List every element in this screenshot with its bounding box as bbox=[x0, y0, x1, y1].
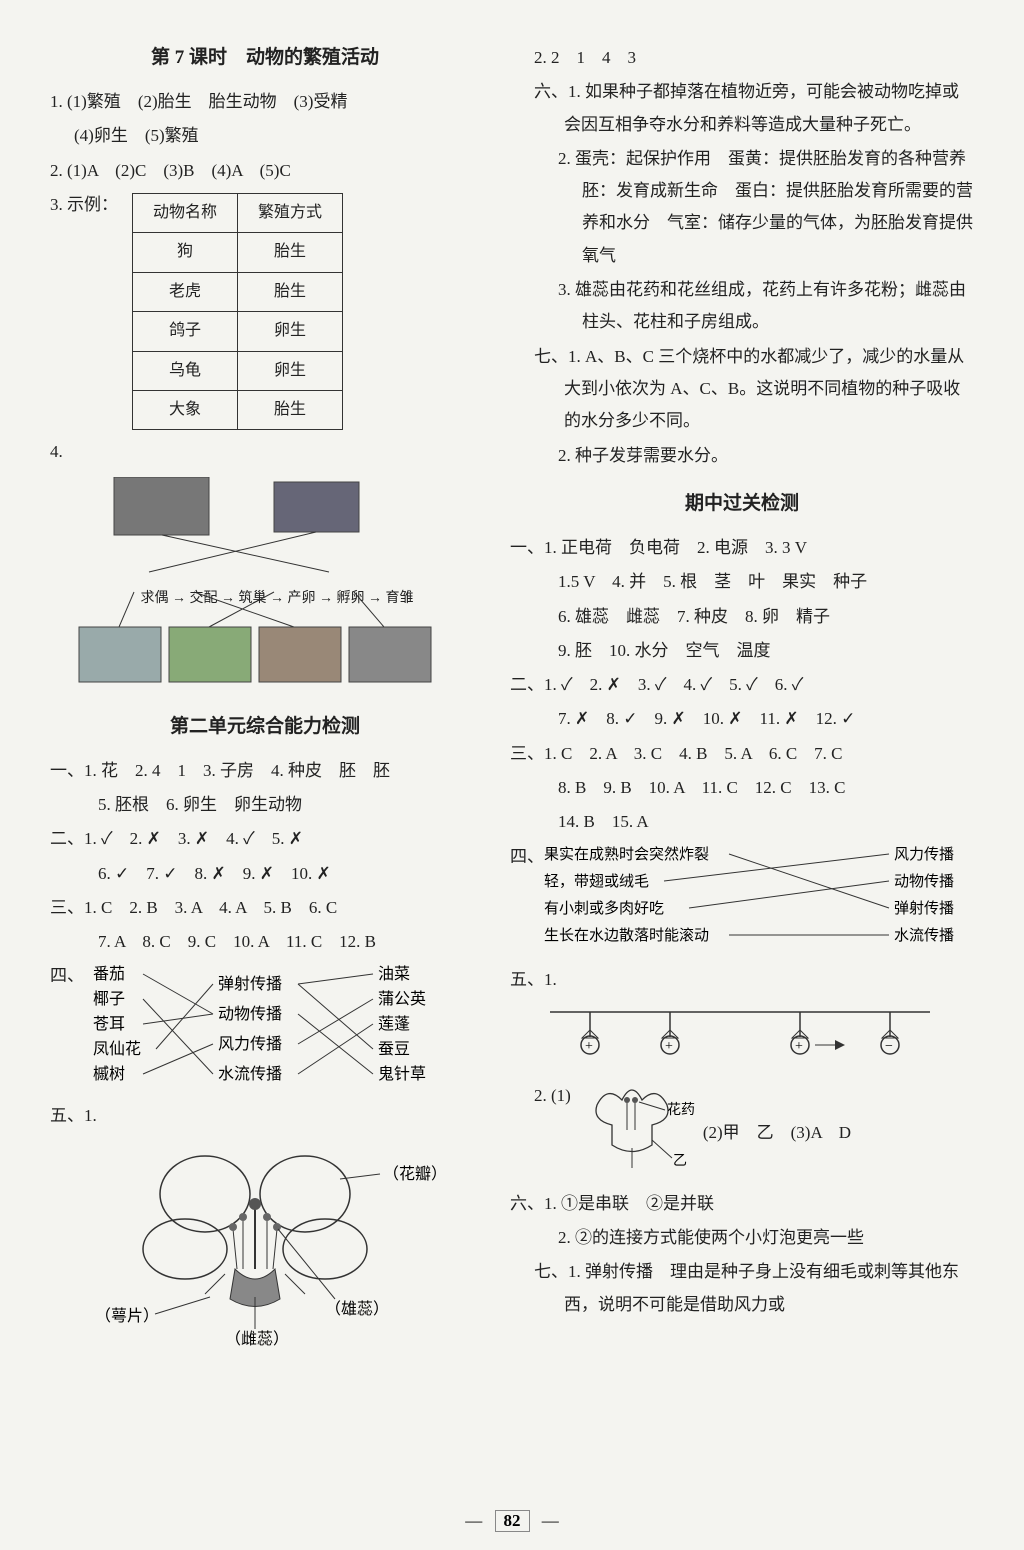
svg-text:风力传播: 风力传播 bbox=[894, 846, 954, 863]
animal-table: 动物名称繁殖方式 狗胎生 老虎胎生 鸽子卵生 乌龟卵生 大象胎生 bbox=[132, 193, 343, 430]
m1c: 6. 雄蕊 雌蕊 7. 种皮 8. 卵 精子 bbox=[510, 601, 974, 633]
m1b: 1.5 V 4. 并 5. 根 茎 叶 果实 种子 bbox=[510, 566, 974, 598]
u2-3a: 三、1. C 2. B 3. A 4. A 5. B 6. C bbox=[50, 892, 480, 924]
m1a: 一、1. 正电荷 负电荷 2. 电源 3. 3 V bbox=[510, 532, 974, 564]
r-7-2: 2. 种子发芽需要水分。 bbox=[510, 440, 974, 472]
svg-text:鬼针草: 鬼针草 bbox=[378, 1065, 426, 1083]
flower-diagram: （花瓣） （萼片） （雄蕊） （雌蕊） bbox=[50, 1139, 480, 1360]
m3a: 三、1. C 2. A 3. C 4. B 5. A 6. C 7. C bbox=[510, 738, 974, 770]
m3b: 8. B 9. B 10. A 11. C 12. C 13. C bbox=[510, 772, 974, 804]
r-6-1: 六、1. 如果种子都掉落在植物近旁，可能会被动物吃掉或会因互相争夺水分和养料等造… bbox=[510, 76, 974, 141]
svg-text:（雌蕊）: （雌蕊） bbox=[225, 1330, 289, 1348]
q2: 2. (1)A (2)C (3)B (4)A (5)C bbox=[50, 155, 480, 187]
u2-1a: 一、1. 花 2. 4 1 3. 子房 4. 种皮 胚 胚 bbox=[50, 755, 480, 787]
svg-text:有小刺或多肉好吃: 有小刺或多肉好吃 bbox=[544, 900, 664, 917]
m7-1: 七、1. 弹射传播 理由是种子身上没有细毛或刺等其他东西，说明不可能是借助风力或 bbox=[510, 1256, 974, 1321]
right-column: 2. 2 1 4 3 六、1. 如果种子都掉落在植物近旁，可能会被动物吃掉或会因… bbox=[510, 40, 974, 1490]
m5-2-label: 2. (1) bbox=[534, 1080, 571, 1112]
svg-text:油菜: 油菜 bbox=[378, 965, 410, 983]
svg-text:水流传播: 水流传播 bbox=[894, 927, 954, 944]
m4-label: 四、 bbox=[510, 841, 544, 873]
u2-2b: 6. ✓ 7. ✓ 8. ✗ 9. ✗ 10. ✗ bbox=[50, 858, 480, 890]
svg-text:槭树: 槭树 bbox=[93, 1065, 125, 1083]
m1d: 9. 胚 10. 水分 空气 温度 bbox=[510, 635, 974, 667]
svg-text:+: + bbox=[585, 1039, 593, 1054]
q1-line1: 1. (1)繁殖 (2)胎生 胎生动物 (3)受精 bbox=[50, 86, 480, 118]
m4-match: 果实在成熟时会突然炸裂 轻，带翅或绒毛 有小刺或多肉好吃 生长在水边散落时能滚动… bbox=[544, 841, 974, 962]
q3-label: 3. 示例： bbox=[50, 189, 118, 221]
svg-text:水流传播: 水流传播 bbox=[218, 1065, 282, 1083]
svg-text:果实在成熟时会突然炸裂: 果实在成熟时会突然炸裂 bbox=[544, 846, 709, 863]
svg-text:花药: 花药 bbox=[667, 1102, 695, 1118]
u2-5-label: 五、1. bbox=[50, 1100, 480, 1132]
page-number: — 82 — bbox=[0, 1510, 1024, 1532]
svg-text:莲蓬: 莲蓬 bbox=[378, 1015, 410, 1033]
unit2-title: 第二单元综合能力检测 bbox=[50, 709, 480, 745]
q1-line2: (4)卵生 (5)繁殖 bbox=[50, 120, 480, 152]
m6-1: 六、1. ①是串联 ②是并联 bbox=[510, 1188, 974, 1220]
svg-text:弹射传播: 弹射传播 bbox=[218, 975, 282, 993]
svg-text:动物传播: 动物传播 bbox=[894, 873, 954, 890]
r-top: 2. 2 1 4 3 bbox=[510, 42, 974, 74]
th-method: 繁殖方式 bbox=[238, 193, 343, 232]
r-6-2: 2. 蛋壳：起保护作用 蛋黄：提供胚胎发育的各种营养 胚：发育成新生命 蛋白：提… bbox=[510, 143, 974, 272]
svg-text:（花瓣）: （花瓣） bbox=[383, 1165, 445, 1183]
q4-label: 4. bbox=[50, 436, 480, 468]
svg-text:动物传播: 动物传播 bbox=[218, 1005, 282, 1023]
u2-4-label: 四、 bbox=[50, 960, 84, 992]
match-diagram-4: 番茄 椰子 苍耳 凤仙花 槭树 弹射传播 动物传播 风力传播 水流传播 油菜 蒲… bbox=[88, 964, 468, 1094]
th-name: 动物名称 bbox=[133, 193, 238, 232]
svg-text:风力传播: 风力传播 bbox=[218, 1035, 282, 1053]
left-column: 第 7 课时 动物的繁殖活动 1. (1)繁殖 (2)胎生 胎生动物 (3)受精… bbox=[50, 40, 480, 1490]
m2b: 7. ✗ 8. ✓ 9. ✗ 10. ✗ 11. ✗ 12. ✓ bbox=[510, 703, 974, 735]
m5-2b: (2)甲 乙 (3)A D bbox=[703, 1117, 851, 1149]
svg-text:生长在水边散落时能滚动: 生长在水边散落时能滚动 bbox=[544, 927, 709, 944]
q4-diagram: 求偶 → 交配 → 筑巢 → 产卵 → 孵卵 → 育雏 bbox=[74, 477, 480, 613]
m5-label: 五、1. bbox=[510, 964, 974, 996]
svg-text:弹射传播: 弹射传播 bbox=[894, 900, 954, 917]
m6-2: 2. ②的连接方式能使两个小灯泡更亮一些 bbox=[510, 1222, 974, 1254]
u2-3b: 7. A 8. C 9. C 10. A 11. C 12. B bbox=[50, 926, 480, 958]
u2-1b: 5. 胚根 6. 卵生 卵生动物 bbox=[50, 789, 480, 821]
svg-text:番茄: 番茄 bbox=[93, 965, 125, 983]
svg-text:乙: 乙 bbox=[673, 1153, 687, 1169]
svg-text:蒲公英: 蒲公英 bbox=[378, 990, 426, 1008]
svg-text:（雄蕊）: （雄蕊） bbox=[325, 1300, 389, 1318]
mid-title: 期中过关检测 bbox=[510, 486, 974, 522]
svg-text:+: + bbox=[665, 1039, 673, 1054]
circuit-diagram: + + + − bbox=[540, 1002, 974, 1073]
lesson-title: 第 7 课时 动物的繁殖活动 bbox=[50, 40, 480, 76]
r-7-1: 七、1. A、B、C 三个烧杯中的水都减少了，减少的水量从大到小依次为 A、C、… bbox=[510, 341, 974, 438]
svg-text:苍耳: 苍耳 bbox=[93, 1015, 125, 1033]
svg-text:椰子: 椰子 bbox=[93, 990, 125, 1008]
svg-text:−: − bbox=[885, 1039, 893, 1054]
svg-text:（萼片）: （萼片） bbox=[95, 1307, 159, 1325]
svg-text:+: + bbox=[795, 1039, 803, 1054]
r-6-3: 3. 雄蕊由花药和花丝组成，花药上有许多花粉；雌蕊由柱头、花柱和子房组成。 bbox=[510, 274, 974, 339]
u2-2a: 二、1. ✓ 2. ✗ 3. ✗ 4. ✓ 5. ✗ bbox=[50, 823, 480, 855]
m3c: 14. B 15. A bbox=[510, 806, 974, 838]
m2a: 二、1. ✓ 2. ✗ 3. ✓ 4. ✓ 5. ✓ 6. ✓ bbox=[510, 669, 974, 701]
svg-text:轻，带翅或绒毛: 轻，带翅或绒毛 bbox=[544, 873, 649, 890]
svg-text:凤仙花: 凤仙花 bbox=[93, 1040, 141, 1058]
flower-small: 花药 乙 bbox=[577, 1080, 697, 1186]
svg-text:蚕豆: 蚕豆 bbox=[378, 1041, 410, 1058]
